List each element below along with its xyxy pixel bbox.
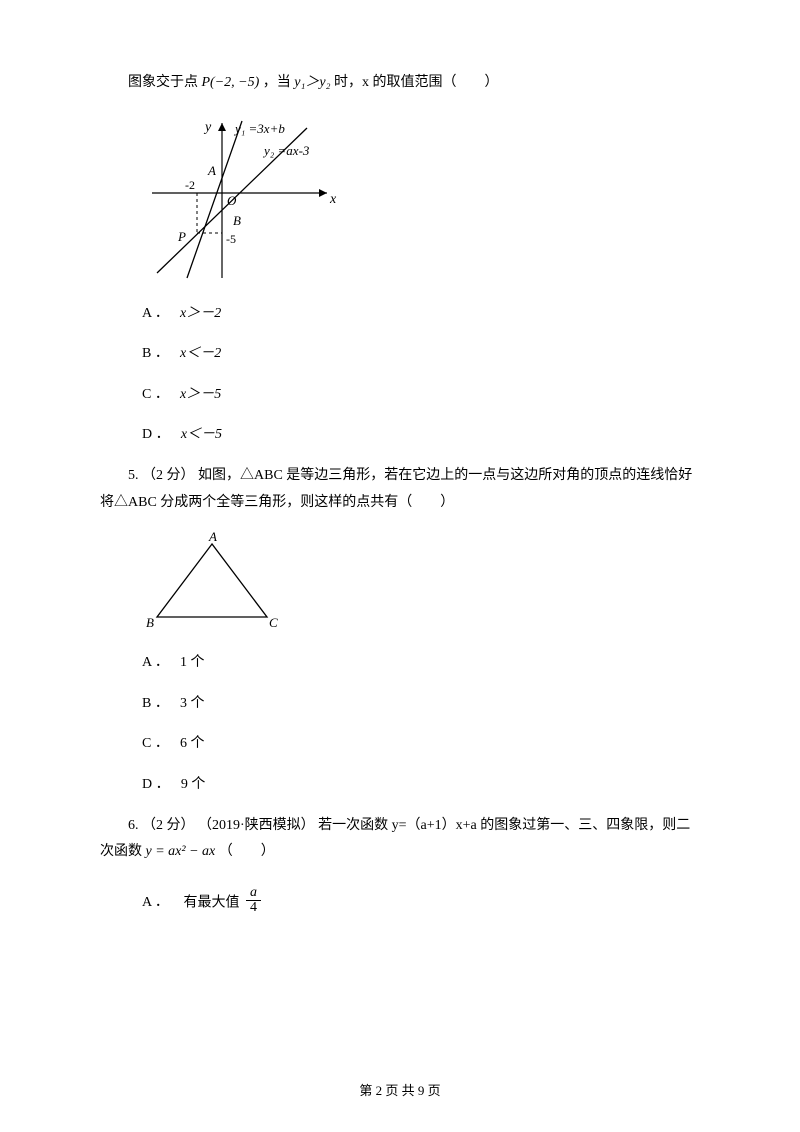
opt-letter: B ． [142,346,169,361]
q5-stem: 5. （2 分） 如图，△ABC 是等边三角形，若在它边上的一点与这边所对角的顶… [100,463,700,516]
q4-option-c: C ． x＞－5 [142,382,700,409]
q4-text-3: 时，x 的取值范围（ ） [334,75,499,90]
q4-option-b: B ． x＜－2 [142,341,700,368]
label-O: O [227,193,237,208]
opt-letter: A ． [142,895,169,910]
x-axis-arrow [319,189,327,197]
q6-option-a: A ． 有最大值 a 4 [142,888,700,918]
q4-option-a: A ． x＞－2 [142,301,700,328]
q5-option-c: C ． 6 个 [142,731,700,758]
fraction-a-over-4: a 4 [246,886,261,916]
label-A: A [207,163,216,178]
page-footer: 第 2 页 共 9 页 [0,1079,800,1104]
q4-option-d: D ． x＜－5 [142,422,700,449]
q5-triangle-svg: A B C [142,532,292,632]
q5-option-d: D ． 9 个 [142,772,700,799]
q4-point: P(−2, −5) [202,75,260,90]
label-P: P [177,229,186,244]
q6-stem: 6. （2 分） （2019·陕西模拟） 若一次函数 y=（a+1）x+a 的图… [100,813,700,866]
q4-graph: y x y₁ =3x+b y₂ =ax-3 A O B P -2 -5 [142,113,700,283]
label-C: C [269,615,278,630]
opt-letter: A ． [142,655,169,670]
frac-den: 4 [246,901,261,916]
tick-x: -2 [185,178,195,192]
label-B: B [146,615,154,630]
opt-letter: A ． [142,306,169,321]
opt-letter: C ． [142,387,169,402]
y-axis-arrow [218,123,226,131]
q4-cond: y₁＞y₂ [294,75,330,90]
q5-triangle: A B C [142,532,700,632]
opt-letter: D ． [142,777,170,792]
label-eq1: y₁ =3x+b [233,121,285,136]
q5-option-a: A ． 1 个 [142,650,700,677]
frac-num: a [246,886,261,902]
label-eq2: y₂ =ax-3 [262,143,310,158]
q6-eq: y = ax² − ax [146,844,216,859]
label-y: y [203,120,212,135]
label-x: x [329,192,337,207]
opt-letter: C ． [142,736,169,751]
opt-text: x＞－2 [180,306,221,321]
q4-graph-svg: y x y₁ =3x+b y₂ =ax-3 A O B P -2 -5 [142,113,342,283]
opt-letter: D ． [142,427,170,442]
label-B: B [233,213,241,228]
opt-text: 6 个 [180,736,205,751]
opt-text: x＜－2 [180,346,221,361]
q5-option-b: B ． 3 个 [142,691,700,718]
opt-text: 9 个 [181,777,206,792]
opt-text: x＜－5 [181,427,222,442]
q4-text-1: 图象交于点 [128,75,202,90]
opt-text: 1 个 [180,655,205,670]
q6-text-post: （ ） [219,844,275,859]
q4-stem-line: 图象交于点 P(−2, −5) ，当 y₁＞y₂ 时，x 的取值范围（ ） [100,70,700,97]
opt-text-pre: 有最大值 [184,895,244,910]
label-A: A [208,532,217,544]
q4-text-2: ，当 [263,75,295,90]
opt-text: x＞－5 [180,387,221,402]
opt-text: 3 个 [180,696,205,711]
opt-letter: B ． [142,696,169,711]
triangle-path [157,544,267,617]
tick-y: -5 [226,232,236,246]
